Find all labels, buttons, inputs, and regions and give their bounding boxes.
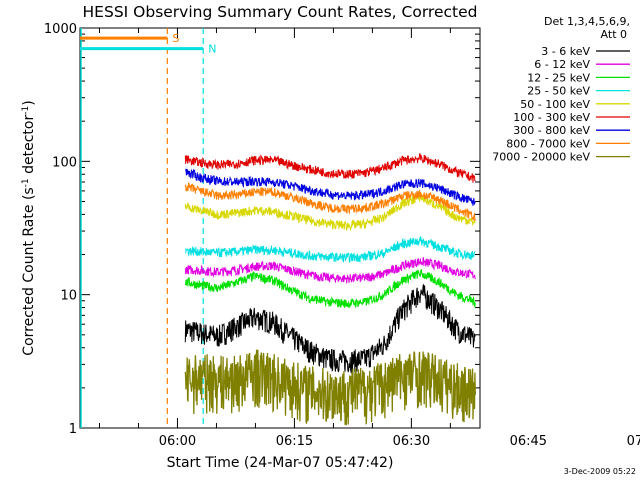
plot-frame bbox=[79, 27, 481, 429]
series-line bbox=[184, 257, 476, 284]
chart-title: HESSI Observing Summary Count Rates, Cor… bbox=[83, 3, 478, 21]
series-line bbox=[184, 283, 476, 374]
legend-label: 6 - 12 keV bbox=[534, 58, 590, 71]
x-tick-label: 07:00 bbox=[627, 434, 640, 449]
y-tick-labels: 1 10 100 1000 bbox=[44, 22, 77, 437]
legend-header-line-1: Det 1,3,4,5,6,9, bbox=[544, 15, 630, 28]
series-line bbox=[184, 269, 476, 309]
legend-label: 25 - 50 keV bbox=[527, 85, 590, 98]
legend-label: 3 - 6 keV bbox=[541, 45, 590, 58]
series-line bbox=[184, 193, 476, 232]
legend-label: 100 - 300 keV bbox=[513, 111, 590, 124]
series-line bbox=[185, 236, 476, 263]
y-tick-label: 100 bbox=[52, 155, 77, 170]
legend-label: 12 - 25 keV bbox=[527, 71, 590, 84]
footer-timestamp: 3-Dec-2009 05:22 bbox=[564, 467, 636, 476]
legend-label: 800 - 7000 keV bbox=[506, 137, 590, 150]
x-tick-label: 06:30 bbox=[393, 434, 430, 449]
legend-header-line-2: Att 0 bbox=[601, 28, 627, 41]
series-line bbox=[184, 349, 476, 426]
x-axis-label: Start Time (24-Mar-07 05:47:42) bbox=[167, 455, 394, 471]
flag-label: S bbox=[172, 32, 179, 45]
legend-label: 300 - 800 keV bbox=[513, 124, 590, 137]
y-axis-label-main: Corrected Count Rate (s bbox=[21, 187, 37, 355]
series-line bbox=[184, 168, 476, 206]
y-axis-label-end: ) bbox=[21, 100, 37, 105]
y-tick-label: 10 bbox=[60, 289, 77, 304]
plot-area: SN bbox=[79, 27, 481, 429]
y-axis-label: Corrected Count Rate (s-1 detector-1) bbox=[21, 100, 37, 355]
legend-label: 7000 - 20000 keV bbox=[492, 151, 590, 164]
y-axis-label-sup1: -1 bbox=[21, 178, 31, 187]
x-tick-label: 06:45 bbox=[510, 434, 547, 449]
x-tick-label: 06:15 bbox=[276, 434, 313, 449]
y-tick-label: 1 bbox=[69, 422, 77, 437]
y-axis-label-mid: detector bbox=[21, 115, 37, 179]
y-tick-label: 1000 bbox=[44, 22, 77, 37]
flag-label: N bbox=[208, 43, 216, 56]
series-line bbox=[184, 181, 476, 222]
x-tick-label: 06:00 bbox=[159, 434, 196, 449]
series-line bbox=[184, 152, 476, 183]
y-axis-label-sup2: -1 bbox=[21, 106, 31, 115]
legend-label: 50 - 100 keV bbox=[520, 98, 590, 111]
